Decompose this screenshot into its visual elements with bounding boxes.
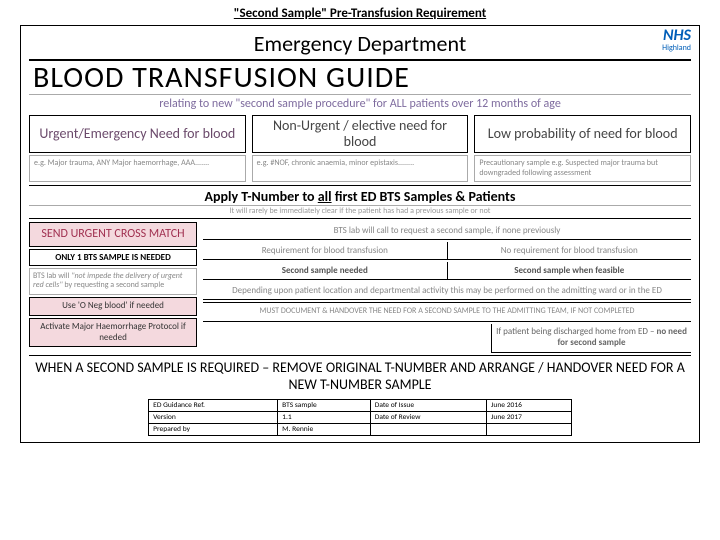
final-banner: WHEN A SECOND SAMPLE IS REQUIRED – REMOV… xyxy=(29,355,691,397)
nonurgent-pathway: BTS lab will call to request a second sa… xyxy=(203,222,691,352)
ft-r3c1: Prepared by xyxy=(149,423,278,435)
discharge-pre: If patient being discharged home from ED… xyxy=(496,326,656,337)
table-row: Version 1.1 Date of Review June 2017 xyxy=(149,411,572,423)
nhs-logo: NHS Highland xyxy=(662,28,691,52)
table-row: Prepared by M. Rennie xyxy=(149,423,572,435)
ft-r3c4 xyxy=(487,423,572,435)
discharge-row: If patient being discharged home from ED… xyxy=(203,324,691,353)
ft-r1c1: ED Guidance Ref. xyxy=(149,399,278,411)
guide-subtitle: relating to new "second sample procedure… xyxy=(29,97,691,111)
discharge-note: If patient being discharged home from ED… xyxy=(491,324,691,353)
nhs-text: NHS xyxy=(662,28,691,44)
ft-r1c4: June 2016 xyxy=(487,399,572,411)
lab-post: by requesting a second sample xyxy=(63,280,165,290)
activate-mhp: Activate Major Haemorrhage Protocol if n… xyxy=(29,318,197,348)
ft-r1c2: BTS sample xyxy=(278,399,371,411)
col-low: Low probability of need for blood xyxy=(474,115,691,153)
req-no: No requirement for blood transfusion xyxy=(448,242,692,259)
second-sample-split: Second sample needed Second sample when … xyxy=(203,262,691,280)
ft-r1c3: Date of Issue xyxy=(370,399,486,411)
ft-r2c3: Date of Review xyxy=(370,411,486,423)
eg-low: Precautionary sample e.g. Suspected majo… xyxy=(474,155,691,182)
apply-pre: Apply T-Number to xyxy=(205,188,318,205)
urgent-pathway: SEND URGENT CROSS MATCH ONLY 1 BTS SAMPL… xyxy=(29,222,197,352)
col-nonurgent: Non-Urgent / elective need for blood xyxy=(252,115,469,153)
category-examples: e.g. Major trauma, ANY Major haemorrhage… xyxy=(29,155,691,182)
header-row: Emergency Department NHS Highland xyxy=(29,30,691,61)
footer-table: ED Guidance Ref. BTS sample Date of Issu… xyxy=(148,399,572,436)
eg-urgent: e.g. Major trauma, ANY Major haemorrhage… xyxy=(29,155,246,182)
ft-r2c1: Version xyxy=(149,411,278,423)
apply-t-number: Apply T-Number to all first ED BTS Sampl… xyxy=(29,185,691,206)
lab-note: BTS lab will "not impede the delivery of… xyxy=(29,268,197,295)
send-urgent-crossmatch: SEND URGENT CROSS MATCH xyxy=(29,222,197,246)
depending-note: Depending upon patient location and depa… xyxy=(203,282,691,300)
mid-section: SEND URGENT CROSS MATCH ONLY 1 BTS SAMPL… xyxy=(29,222,691,352)
must-document: MUST DOCUMENT & HANDOVER THE NEED FOR A … xyxy=(203,302,691,322)
discharge-spacer xyxy=(203,324,491,353)
table-row: ED Guidance Ref. BTS sample Date of Issu… xyxy=(149,399,572,411)
nhs-region: Highland xyxy=(662,44,691,52)
guide-card: Emergency Department NHS Highland BLOOD … xyxy=(20,25,700,443)
col-urgent: Urgent/Emergency Need for blood xyxy=(29,115,246,153)
apply-sub: It will rarely be immediately clear if t… xyxy=(29,206,691,219)
ft-r2c2: 1.1 xyxy=(278,411,371,423)
second-feasible: Second sample when feasible xyxy=(448,262,692,279)
lab-call: BTS lab will call to request a second sa… xyxy=(203,222,691,240)
use-o-neg: Use 'O Neg blood' if needed xyxy=(29,297,197,316)
guide-title: BLOOD TRANSFUSION GUIDE xyxy=(29,61,691,95)
requirement-split: Requirement for blood transfusion No req… xyxy=(203,242,691,260)
req-yes: Requirement for blood transfusion xyxy=(203,242,448,259)
category-headers: Urgent/Emergency Need for blood Non-Urge… xyxy=(29,115,691,153)
apply-post: first ED BTS Samples & Patients xyxy=(332,188,516,205)
ft-r3c3 xyxy=(370,423,486,435)
only-one-sample: ONLY 1 BTS SAMPLE IS NEEDED xyxy=(29,249,197,266)
second-needed: Second sample needed xyxy=(203,262,448,279)
eg-nonurgent: e.g. #NOF, chronic anaemia, minor epista… xyxy=(252,155,469,182)
ft-r2c4: June 2017 xyxy=(487,411,572,423)
lab-pre: BTS lab will xyxy=(33,271,71,281)
dept-title: Emergency Department xyxy=(254,30,466,57)
page-title: "Second Sample" Pre-Transfusion Requirem… xyxy=(20,6,700,21)
apply-u: all xyxy=(318,188,332,205)
ft-r3c2: M. Rennie xyxy=(278,423,371,435)
